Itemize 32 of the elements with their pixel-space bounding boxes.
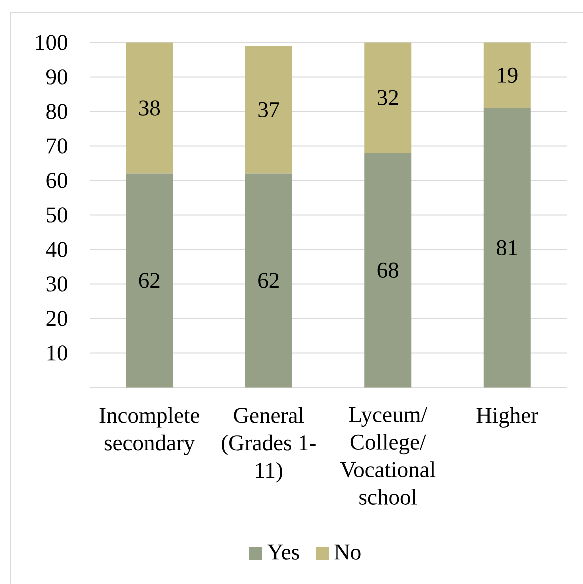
legend-label: Yes <box>268 544 300 560</box>
data-label: 32 <box>378 90 398 106</box>
y-tick-label: 80 <box>46 104 68 120</box>
bar <box>484 108 531 388</box>
y-tick-label: 60 <box>46 173 68 188</box>
bar <box>245 174 292 388</box>
y-tick-label: 70 <box>47 138 68 154</box>
data-label: 19 <box>498 68 518 84</box>
bar <box>364 153 412 388</box>
data-label: 62 <box>139 273 160 288</box>
x-tick-label: Higher <box>476 407 538 428</box>
data-label: 37 <box>258 102 280 118</box>
data-label: 68 <box>378 262 399 278</box>
x-tick-label: Lyceum/ College/ Vocational school <box>340 407 436 505</box>
bar <box>126 42 174 174</box>
legend-label: No <box>334 544 361 560</box>
x-tick-label: Incomplete secondary <box>100 407 200 456</box>
bar <box>245 46 292 174</box>
x-tick-label: General (Grades 1-11) <box>222 407 316 483</box>
y-tick-label: 10 <box>48 346 68 361</box>
y-tick-label: 90 <box>46 70 68 85</box>
y-tick-label: 50 <box>47 208 68 223</box>
bar <box>126 174 174 388</box>
data-label: 38 <box>139 100 160 116</box>
y-tick-label: 20 <box>46 311 68 326</box>
bar <box>364 42 412 154</box>
y-tick-label: 40 <box>46 242 68 258</box>
y-tick-label: 100 <box>36 35 68 50</box>
y-tick-label: 30 <box>46 276 68 292</box>
data-label: 81 <box>496 240 518 256</box>
data-label: 62 <box>258 273 279 288</box>
bar <box>484 42 531 108</box>
